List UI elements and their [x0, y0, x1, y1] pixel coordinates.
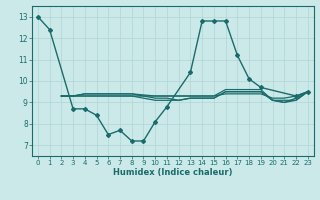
X-axis label: Humidex (Indice chaleur): Humidex (Indice chaleur): [113, 168, 233, 177]
